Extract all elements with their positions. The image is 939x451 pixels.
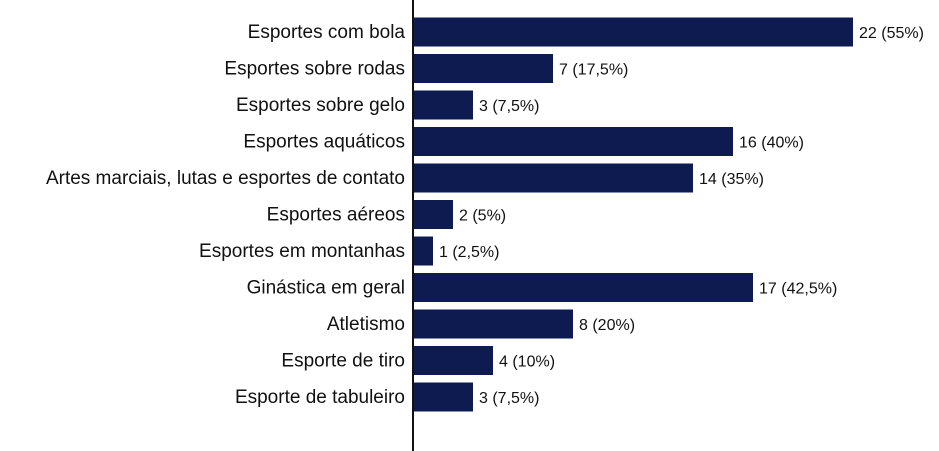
category-label: Esportes em montanhas [199,241,405,262]
bar [413,90,473,120]
data-label: 8 (20%) [579,317,635,334]
bar [413,273,753,302]
data-label: 2 (5%) [459,208,506,225]
category-label: Artes marciais, lutas e esportes de cont… [46,168,405,189]
data-label: 1 (2,5%) [439,244,499,261]
bar [413,382,473,412]
category-label: Esporte de tiro [281,351,405,372]
category-label: Esportes sobre rodas [224,59,405,80]
data-labels-group: 22 (55%) 7 (17,5%) 3 (7,5%) 16 (40%) 14 (35%… [439,25,924,407]
category-label: Ginástica em geral [247,278,405,299]
bar [413,54,553,83]
data-label: 7 (17,5%) [559,62,628,79]
data-label: 22 (55%) [859,25,924,42]
category-label: Atletismo [327,314,405,335]
bars-group [413,17,853,412]
bar [413,200,453,229]
bar [413,236,433,266]
data-label: 4 (10%) [499,354,555,371]
data-label: 3 (7,5%) [479,390,539,407]
data-label: 17 (42,5%) [759,281,837,298]
category-label: Esportes com bola [248,22,406,43]
data-label: 3 (7,5%) [479,98,539,115]
category-labels-group: Esportes com bola Esportes sobre rodas Esp… [46,22,405,408]
bar [413,163,693,193]
bar [413,309,573,339]
data-label: 16 (40%) [739,135,804,152]
category-label: Esportes sobre gelo [236,95,405,116]
bar [413,127,733,156]
category-label: Esportes aquáticos [243,132,405,153]
bar [413,17,853,47]
category-label: Esporte de tabuleiro [235,387,405,408]
data-label: 14 (35%) [699,171,764,188]
bar [413,346,493,375]
category-label: Esportes aéreos [267,205,405,226]
